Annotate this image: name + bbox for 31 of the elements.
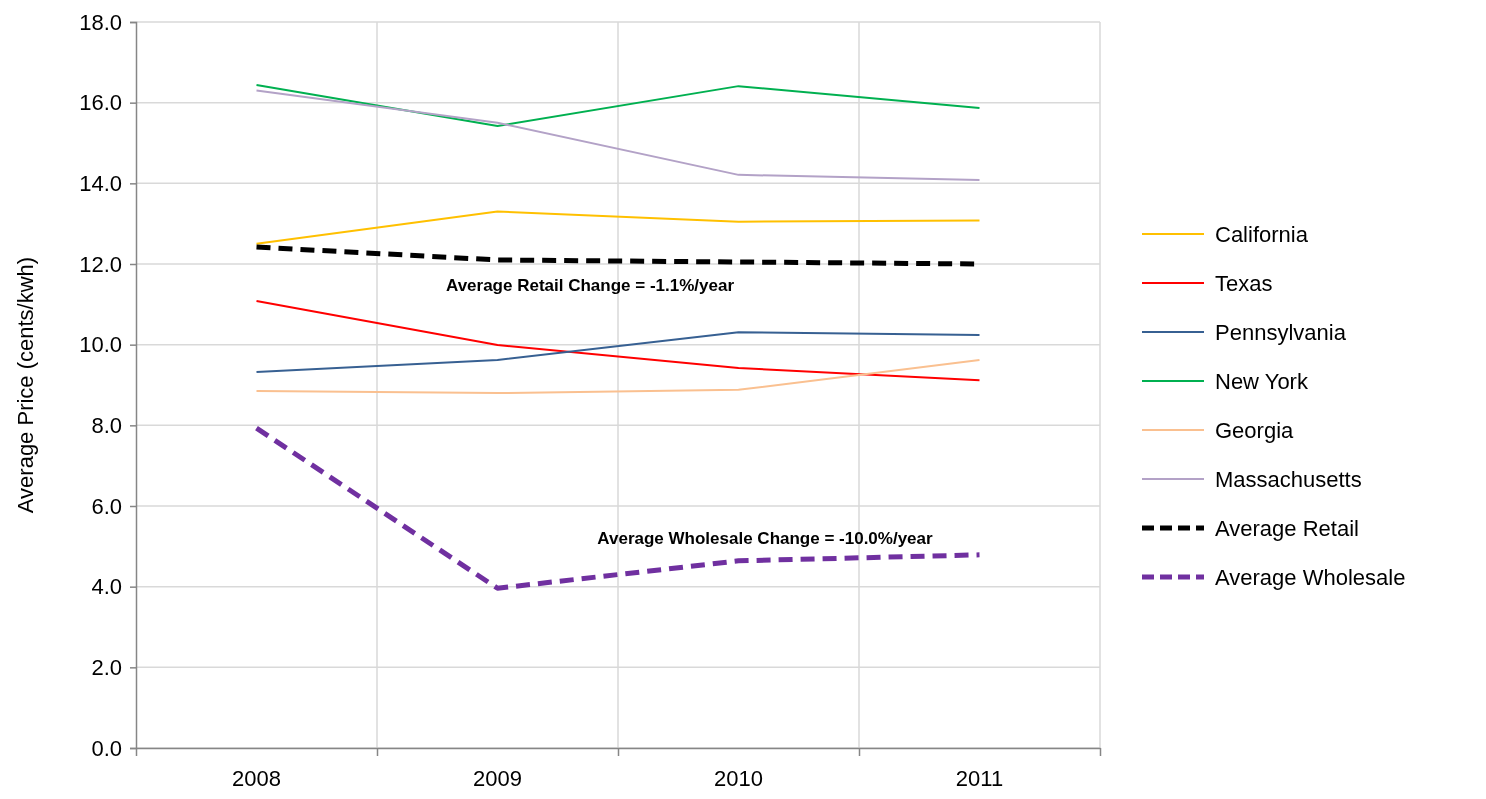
line-series (255, 300, 981, 382)
y-axis-title: Average Price (cents/kwh) (13, 256, 38, 514)
line-series (255, 83, 981, 128)
y-tick-label: 18.0 (79, 9, 122, 35)
y-tick-label: 8.0 (91, 412, 122, 438)
annotation: Average Wholesale Change = -10.0%/year (597, 529, 934, 548)
x-tick-label: 2011 (955, 766, 1004, 791)
x-tick-label: 2009 (473, 766, 522, 791)
legend-label: Massachusetts (1215, 467, 1362, 492)
line-series (255, 210, 981, 245)
line-series (255, 89, 981, 182)
y-tick-label: 14.0 (79, 170, 122, 196)
x-tick-label: 2010 (714, 766, 763, 791)
line-series (255, 331, 981, 374)
y-tick-label: 10.0 (79, 332, 122, 358)
legend-label: California (1215, 222, 1309, 247)
y-tick-label: 4.0 (91, 574, 122, 600)
legend-label: Texas (1215, 271, 1273, 296)
y-tick-label: 16.0 (79, 90, 122, 116)
legend-label: Average Wholesale (1215, 565, 1406, 590)
x-tick-label: 2008 (232, 766, 281, 791)
line-series (255, 358, 981, 395)
legend-label: Pennsylvania (1215, 320, 1347, 345)
y-tick-label: 0.0 (91, 735, 122, 761)
legend-label: Average Retail (1215, 516, 1359, 541)
legend-label: New York (1215, 369, 1309, 394)
y-tick-label: 6.0 (91, 493, 122, 519)
legend-label: Georgia (1215, 418, 1295, 443)
y-tick-label: 12.0 (79, 251, 122, 277)
y-tick-label: 2.0 (91, 654, 122, 680)
annotation: Average Retail Change = -1.1%/year (445, 276, 735, 295)
